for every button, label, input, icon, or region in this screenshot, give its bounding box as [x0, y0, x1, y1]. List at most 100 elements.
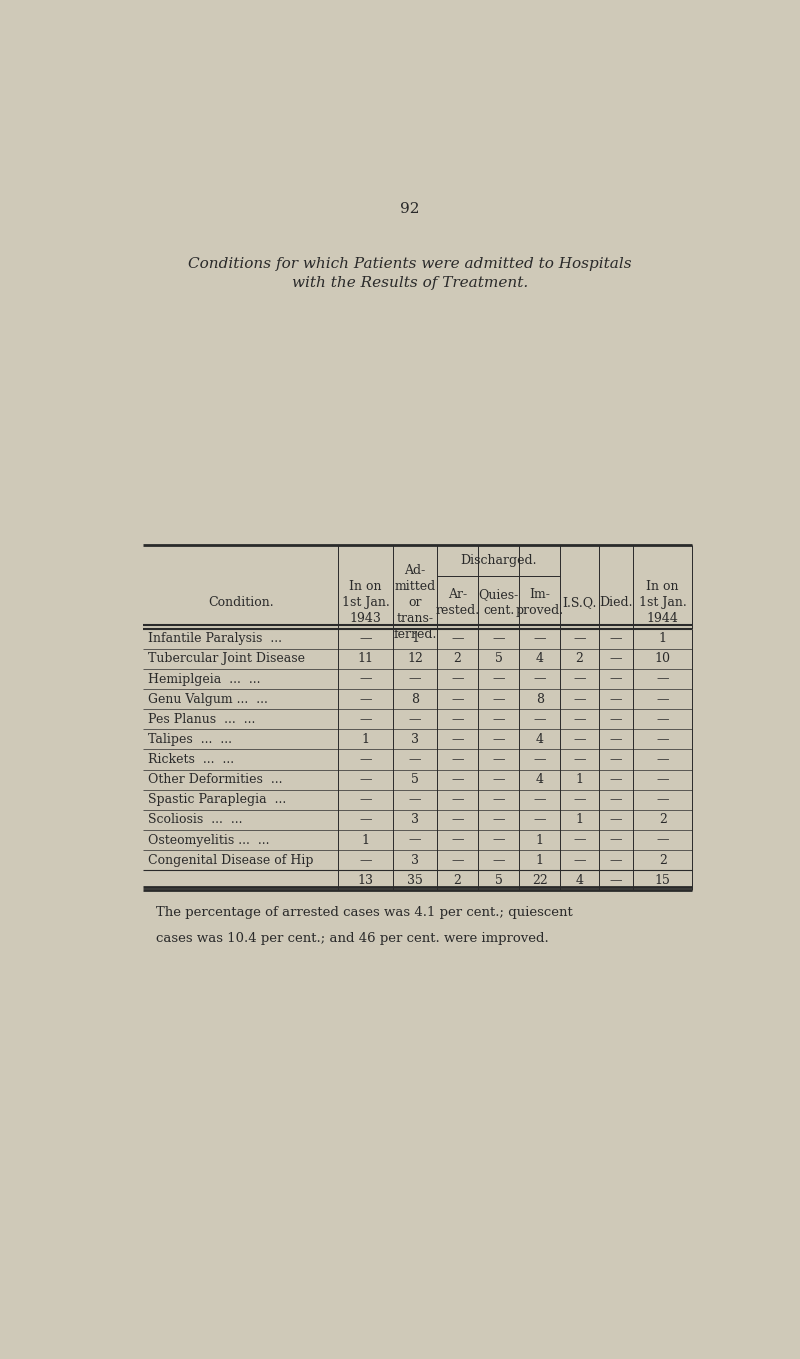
- Text: In on
1st Jan.
1943: In on 1st Jan. 1943: [342, 580, 390, 625]
- Text: 4: 4: [536, 773, 544, 786]
- Text: Rickets  ...  ...: Rickets ... ...: [148, 753, 234, 766]
- Text: —: —: [610, 753, 622, 766]
- Text: —: —: [574, 693, 586, 705]
- Text: —: —: [610, 853, 622, 867]
- Text: —: —: [493, 693, 505, 705]
- Text: —: —: [359, 773, 372, 786]
- Text: 5: 5: [411, 773, 419, 786]
- Text: —: —: [574, 753, 586, 766]
- Text: 2: 2: [659, 853, 666, 867]
- Text: —: —: [359, 713, 372, 726]
- Text: Died.: Died.: [599, 597, 633, 609]
- Text: Talipes  ...  ...: Talipes ... ...: [148, 733, 232, 746]
- Text: —: —: [610, 713, 622, 726]
- Text: 11: 11: [358, 652, 374, 666]
- Text: —: —: [574, 733, 586, 746]
- Text: 1: 1: [536, 853, 544, 867]
- Text: —: —: [493, 814, 505, 826]
- Text: —: —: [451, 833, 464, 847]
- Text: 1: 1: [362, 733, 370, 746]
- Text: —: —: [451, 713, 464, 726]
- Text: —: —: [657, 833, 669, 847]
- Text: 3: 3: [411, 853, 419, 867]
- Text: 5: 5: [494, 874, 502, 887]
- Text: —: —: [451, 733, 464, 746]
- Text: 22: 22: [532, 874, 548, 887]
- Text: —: —: [610, 632, 622, 646]
- Text: 8: 8: [536, 693, 544, 705]
- Text: —: —: [610, 874, 622, 887]
- Text: —: —: [610, 773, 622, 786]
- Text: 1: 1: [576, 814, 584, 826]
- Text: —: —: [534, 673, 546, 685]
- Text: —: —: [409, 673, 422, 685]
- Text: —: —: [534, 794, 546, 806]
- Text: Tubercular Joint Disease: Tubercular Joint Disease: [148, 652, 306, 666]
- Text: 10: 10: [654, 652, 670, 666]
- Text: —: —: [493, 794, 505, 806]
- Text: —: —: [409, 833, 422, 847]
- Text: 12: 12: [407, 652, 423, 666]
- Text: —: —: [493, 853, 505, 867]
- Text: —: —: [574, 673, 586, 685]
- Text: —: —: [359, 853, 372, 867]
- Text: 1: 1: [576, 773, 584, 786]
- Text: 1: 1: [411, 632, 419, 646]
- Text: —: —: [657, 673, 669, 685]
- Text: —: —: [610, 733, 622, 746]
- Text: Im-
proved.: Im- proved.: [516, 588, 564, 617]
- Text: 35: 35: [407, 874, 423, 887]
- Text: —: —: [610, 652, 622, 666]
- Text: —: —: [610, 693, 622, 705]
- Text: —: —: [451, 693, 464, 705]
- Text: —: —: [574, 853, 586, 867]
- Text: Condition.: Condition.: [208, 597, 274, 609]
- Text: —: —: [451, 632, 464, 646]
- Text: —: —: [574, 713, 586, 726]
- Text: with the Results of Treatment.: with the Results of Treatment.: [292, 276, 528, 289]
- Text: —: —: [451, 853, 464, 867]
- Text: Quies-
cent.: Quies- cent.: [478, 588, 519, 617]
- Text: —: —: [574, 794, 586, 806]
- Text: In on
1st Jan.
1944: In on 1st Jan. 1944: [639, 580, 686, 625]
- Text: Discharged.: Discharged.: [461, 554, 537, 567]
- Text: —: —: [451, 753, 464, 766]
- Text: —: —: [493, 733, 505, 746]
- Text: 15: 15: [655, 874, 670, 887]
- Text: 3: 3: [411, 733, 419, 746]
- Text: —: —: [359, 814, 372, 826]
- Text: —: —: [574, 833, 586, 847]
- Text: 4: 4: [576, 874, 584, 887]
- Text: Congenital Disease of Hip: Congenital Disease of Hip: [148, 853, 314, 867]
- Text: —: —: [359, 753, 372, 766]
- Text: —: —: [409, 794, 422, 806]
- Text: —: —: [493, 632, 505, 646]
- Text: I.S.Q.: I.S.Q.: [562, 597, 597, 609]
- Text: —: —: [657, 753, 669, 766]
- Text: Ad-
mitted
or
trans-
ferred.: Ad- mitted or trans- ferred.: [394, 564, 437, 641]
- Text: —: —: [451, 814, 464, 826]
- Text: 2: 2: [454, 874, 462, 887]
- Text: Other Deformities  ...: Other Deformities ...: [148, 773, 283, 786]
- Text: —: —: [359, 794, 372, 806]
- Text: —: —: [493, 673, 505, 685]
- Text: —: —: [359, 673, 372, 685]
- Text: Genu Valgum ...  ...: Genu Valgum ... ...: [148, 693, 268, 705]
- Text: —: —: [359, 632, 372, 646]
- Text: —: —: [451, 794, 464, 806]
- Text: —: —: [610, 833, 622, 847]
- Text: Infantile Paralysis  ...: Infantile Paralysis ...: [148, 632, 282, 646]
- Text: —: —: [610, 794, 622, 806]
- Text: 1: 1: [658, 632, 666, 646]
- Text: —: —: [610, 814, 622, 826]
- Text: —: —: [657, 733, 669, 746]
- Text: 8: 8: [411, 693, 419, 705]
- Text: —: —: [451, 673, 464, 685]
- Text: Ar-
rested.: Ar- rested.: [435, 588, 479, 617]
- Text: —: —: [534, 632, 546, 646]
- Text: Spastic Paraplegia  ...: Spastic Paraplegia ...: [148, 794, 286, 806]
- Text: —: —: [657, 773, 669, 786]
- Text: 92: 92: [400, 201, 420, 216]
- Text: —: —: [574, 632, 586, 646]
- Text: —: —: [534, 814, 546, 826]
